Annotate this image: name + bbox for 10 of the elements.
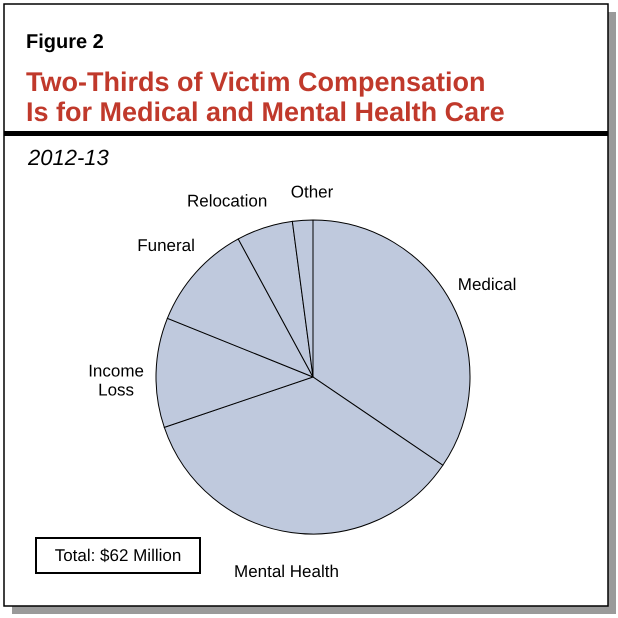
chart-subtitle: 2012-13 bbox=[27, 145, 110, 170]
slice-label: Funeral bbox=[137, 236, 195, 255]
slice-label: Other bbox=[290, 182, 334, 202]
chart-title: Two-Thirds of Victim Compensation Is for Medical and Mental Health Care bbox=[26, 67, 505, 127]
slice-label: Medical bbox=[458, 274, 516, 294]
slice-label: Income Loss bbox=[88, 361, 144, 400]
text: Total: $62 Million bbox=[54, 546, 182, 565]
slice-label: Relocation bbox=[186, 192, 268, 211]
caption: Figure 2 bbox=[26, 31, 104, 53]
slice-label: Mental Health bbox=[234, 562, 339, 582]
